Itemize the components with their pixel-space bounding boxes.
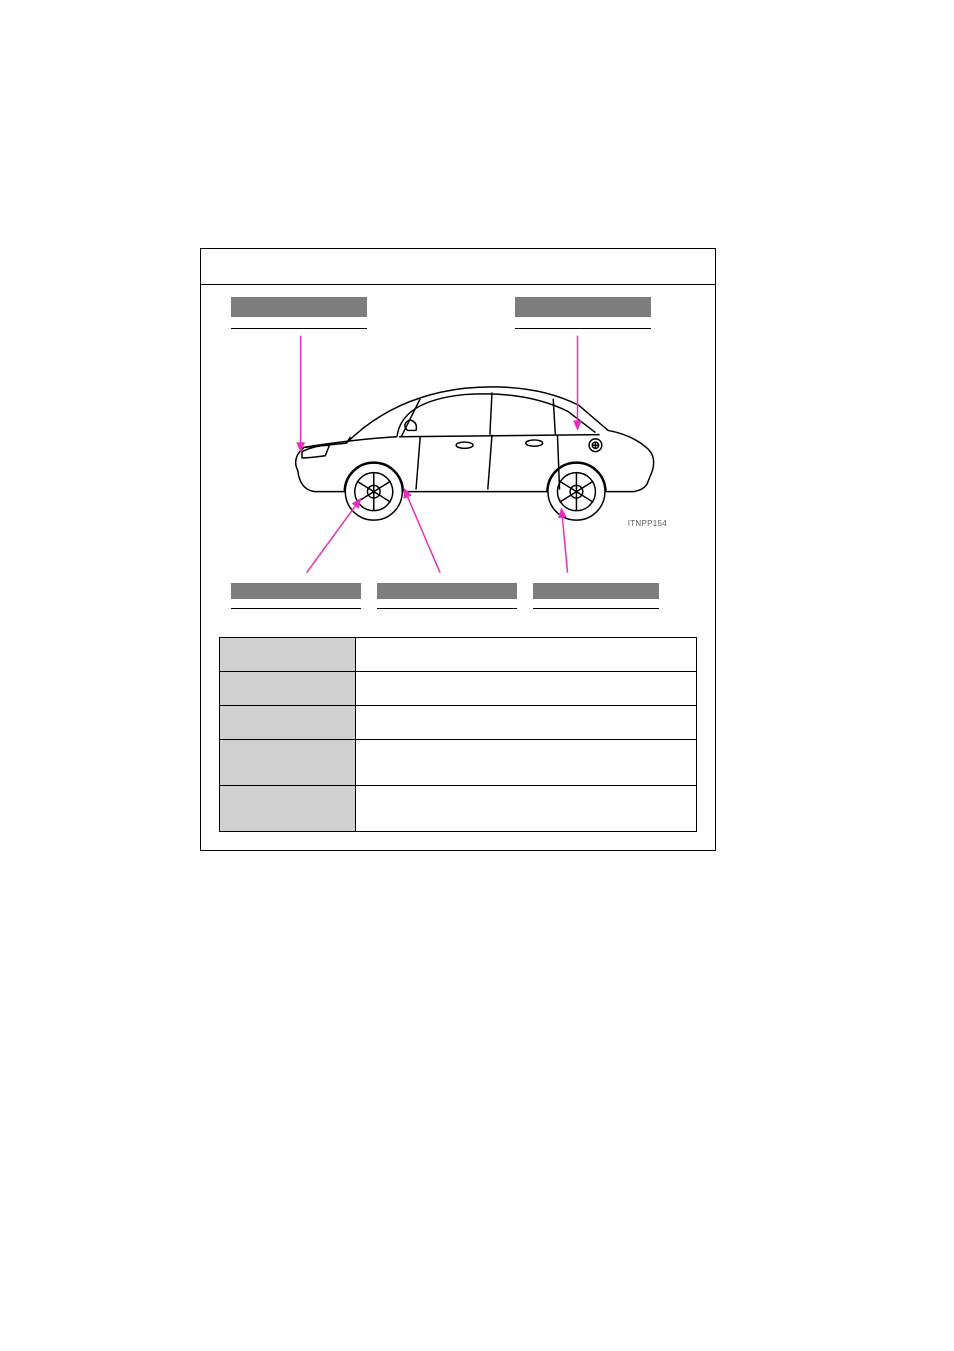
callout-bar — [515, 297, 651, 317]
frame-body: ITNPP154 — [201, 285, 715, 850]
callout-bar — [231, 583, 361, 599]
callout-bar — [231, 297, 367, 317]
spec-table — [219, 637, 697, 832]
callout-bottom-mid — [377, 583, 517, 609]
table-row — [220, 638, 697, 672]
car-outline-svg — [283, 341, 663, 541]
spec-value-cell — [356, 638, 697, 672]
table-row — [220, 786, 697, 832]
content-frame: ITNPP154 — [200, 248, 716, 851]
callout-underline — [515, 317, 651, 329]
table-row — [220, 740, 697, 786]
spec-value-cell — [356, 786, 697, 832]
callout-top-left — [231, 297, 367, 329]
spec-label-cell — [220, 672, 356, 706]
top-callout-row — [219, 297, 697, 341]
bottom-callout-row — [219, 583, 697, 627]
callout-bottom-right — [533, 583, 659, 609]
table-row — [220, 672, 697, 706]
callout-bar — [533, 583, 659, 599]
callout-underline — [231, 599, 361, 609]
frame-header — [201, 249, 715, 285]
callout-bar — [377, 583, 517, 599]
spec-label-cell — [220, 706, 356, 740]
spec-value-cell — [356, 672, 697, 706]
callout-bottom-left — [231, 583, 361, 609]
callout-top-right — [515, 297, 651, 329]
spec-value-cell — [356, 740, 697, 786]
spec-label-cell — [220, 740, 356, 786]
table-row — [220, 706, 697, 740]
spec-value-cell — [356, 706, 697, 740]
callout-underline — [533, 599, 659, 609]
vehicle-diagram: ITNPP154 — [219, 341, 697, 589]
spec-label-cell — [220, 638, 356, 672]
diagram-code: ITNPP154 — [628, 519, 667, 528]
callout-underline — [231, 317, 367, 329]
callout-underline — [377, 599, 517, 609]
spec-label-cell — [220, 786, 356, 832]
